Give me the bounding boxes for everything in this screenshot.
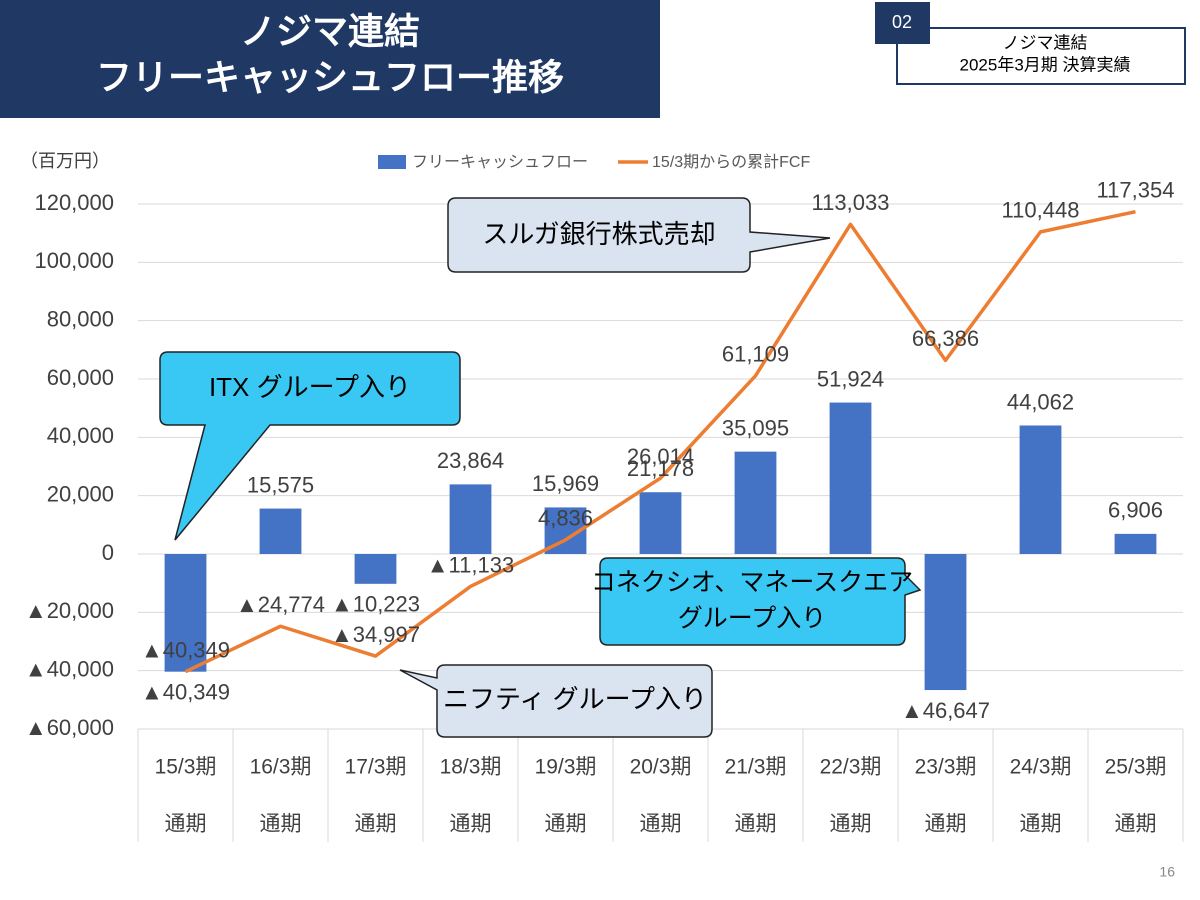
callout-text: ITX グループ入り <box>209 372 411 402</box>
bar-value-label: 35,095 <box>722 415 789 440</box>
x-tick-label: 24/3期 <box>1010 756 1072 779</box>
x-tick-label: 16/3期 <box>250 756 312 779</box>
x-tick-label: 17/3期 <box>345 756 407 779</box>
y-tick-label: ▲20,000 <box>25 598 114 623</box>
x-tick-label: 23/3期 <box>915 756 977 779</box>
badge-text: 02 <box>892 12 912 32</box>
x-tick-label: 18/3期 <box>440 756 502 779</box>
bar-value-label: 6,906 <box>1108 498 1163 523</box>
bar <box>924 554 967 691</box>
badge <box>875 2 930 44</box>
bar-value-label: ▲10,223 <box>331 592 420 617</box>
bar <box>734 451 777 554</box>
line <box>184 210 1136 674</box>
callout-text: グループ入り <box>678 605 827 633</box>
line-value-label: 110,448 <box>1002 198 1080 223</box>
bar <box>639 492 682 554</box>
line-value-label: ▲40,349 <box>141 637 230 662</box>
line-value-label: 26,014 <box>627 444 694 469</box>
callout-text: コネクシオ、マネースクエア <box>591 569 913 597</box>
x-tick-label: 通期 <box>260 813 302 836</box>
callout-text: ニフティ グループ入り <box>443 684 707 714</box>
x-tick-label: 19/3期 <box>535 756 597 779</box>
bar-value-label: 44,062 <box>1007 389 1074 414</box>
bar-value-label: ▲46,647 <box>901 698 990 723</box>
bar <box>449 484 492 554</box>
callout-text: スルガ銀行株式売却 <box>482 219 715 249</box>
bar <box>1114 533 1157 554</box>
bar <box>164 554 207 672</box>
bar-value-label: 51,924 <box>817 366 884 391</box>
plot: ▲60,000 ▲40,000 ▲20,000 0 20,000 40,000 60,000… <box>25 153 1184 842</box>
y-tick-label: ▲40,000 <box>25 656 114 681</box>
bar <box>829 402 872 554</box>
info-box <box>896 27 1186 85</box>
bar <box>1019 425 1062 554</box>
y-tick-label: 100,000 <box>34 248 114 273</box>
unit-label: （百万円） <box>20 151 110 171</box>
x-tick-label: 15/3期 <box>155 756 217 779</box>
bar <box>354 554 397 584</box>
legend-swatch <box>378 155 406 169</box>
slide-title: ノジマ連結 <box>240 11 420 52</box>
line-value-label: ▲34,997 <box>331 622 420 647</box>
bar <box>259 508 302 554</box>
bar-value-label: ▲40,349 <box>141 679 230 704</box>
x-tick-label: 通期 <box>1115 813 1157 836</box>
x-tick-label: 通期 <box>545 813 587 836</box>
x-tick-label: 通期 <box>830 813 872 836</box>
x-tick-label: 通期 <box>450 813 492 836</box>
x-tick-label: 通期 <box>1020 813 1062 836</box>
x-tick-label: 22/3期 <box>820 756 882 779</box>
callout-box <box>399 664 713 738</box>
y-tick-label: 120,000 <box>34 190 114 215</box>
info-text: ノジマ連結 <box>1003 33 1088 52</box>
title-band <box>0 0 660 118</box>
callout-box <box>447 197 831 273</box>
x-tick-label: 25/3期 <box>1105 756 1167 779</box>
callouts: スルガ銀行株式売却 ITX グループ入り コネクシオ、マネースクエア グループ入… <box>159 197 922 738</box>
y-tick-label: 20,000 <box>47 481 114 506</box>
legend-label: フリーキャッシュフロー <box>412 154 588 171</box>
info-text: 2025年3月期 決算実績 <box>960 55 1131 74</box>
y-tick-label: 60,000 <box>47 365 114 390</box>
line-value-label: ▲24,774 <box>236 592 325 617</box>
bar-value-label: 23,864 <box>437 448 504 473</box>
page-number: 16 <box>1159 864 1175 880</box>
line-value-label: 66,386 <box>912 326 979 351</box>
x-tick-label: 20/3期 <box>630 756 692 779</box>
line-value-label: 113,033 <box>812 190 890 215</box>
slide-title: フリーキャッシュフロー推移 <box>96 57 564 98</box>
line-value-label: 117,354 <box>1097 178 1175 203</box>
callout-box <box>599 557 922 646</box>
line-value-label: ▲11,133 <box>427 552 514 577</box>
y-tick-label: 40,000 <box>47 423 114 448</box>
line-value-label: 4,836 <box>538 506 593 531</box>
x-tick-label: 通期 <box>165 813 207 836</box>
bar-value-label: 21,178 <box>627 456 694 481</box>
x-tick-label: 通期 <box>925 813 967 836</box>
legend-label: 15/3期からの累計FCF <box>652 153 810 171</box>
y-tick-label: ▲60,000 <box>25 715 114 740</box>
line-value-label: 61,109 <box>722 342 789 367</box>
x-tick-label: 通期 <box>640 813 682 836</box>
y-tick-label: 0 <box>102 540 114 565</box>
x-tick-label: 通期 <box>355 813 397 836</box>
bar-value-label: 15,969 <box>532 471 599 496</box>
y-tick-label: 80,000 <box>47 306 114 331</box>
x-tick-label: 21/3期 <box>725 756 787 779</box>
x-tick-label: 通期 <box>735 813 777 836</box>
bar-value-label: 15,575 <box>247 472 314 497</box>
callout-box <box>159 351 461 541</box>
